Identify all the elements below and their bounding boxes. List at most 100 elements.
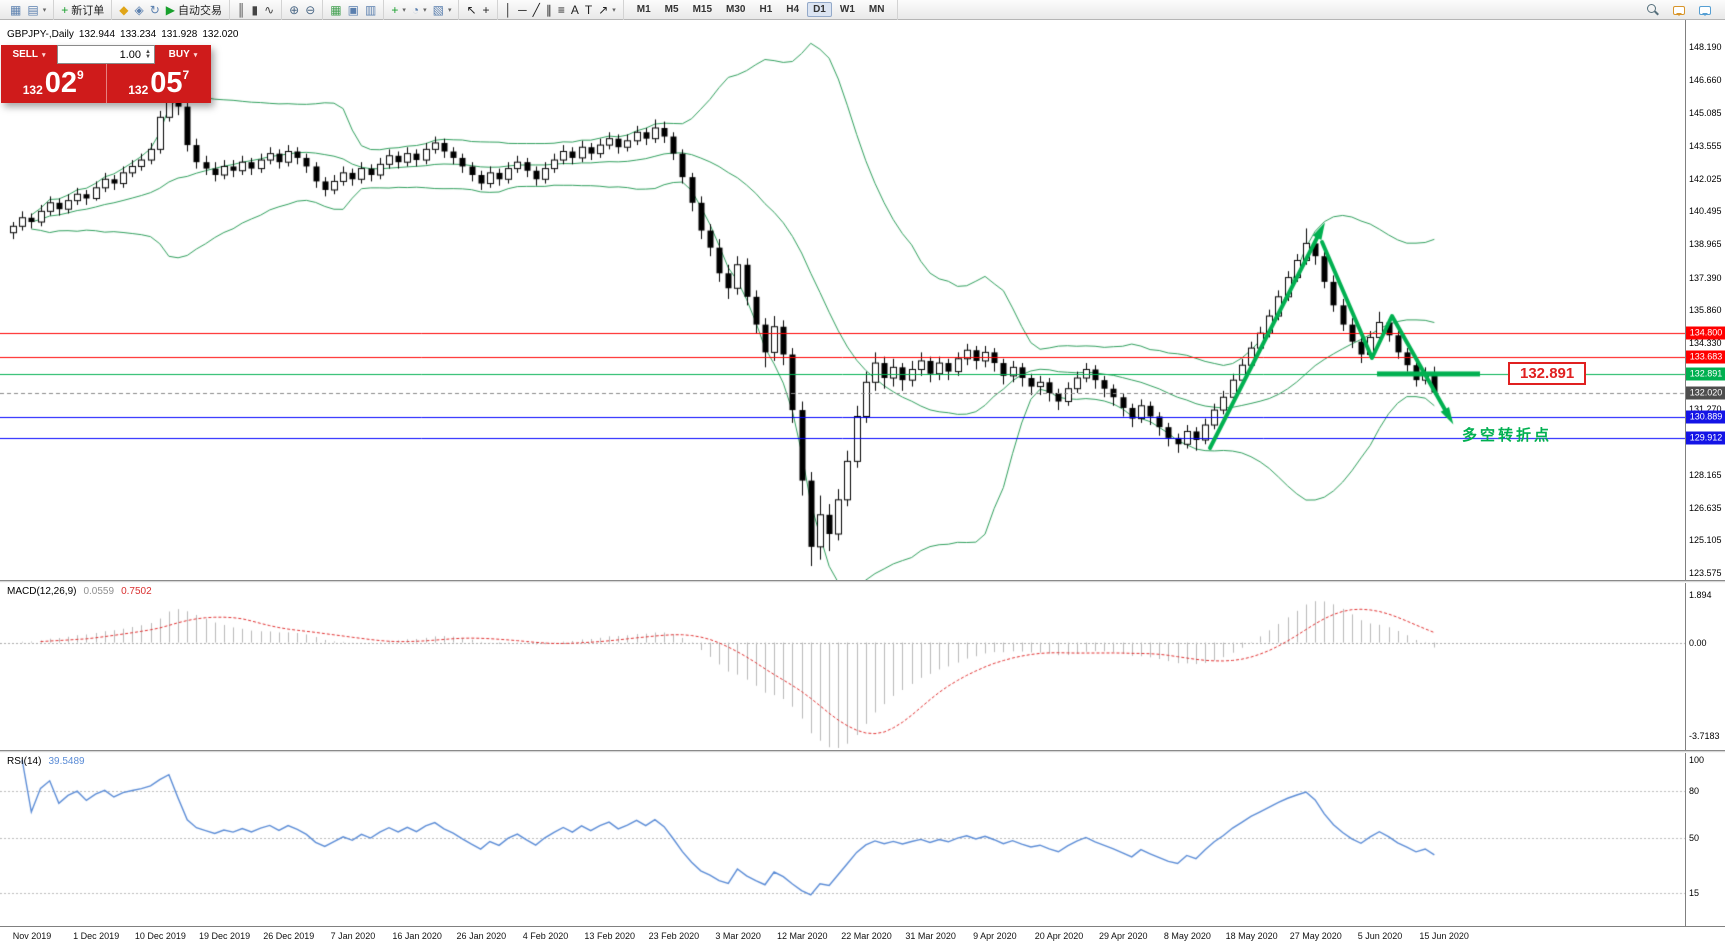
date-axis-label: 27 May 2020: [1289, 931, 1342, 941]
refresh-button[interactable]: ↻: [147, 1, 163, 19]
main-toolbar: ▦ ▤ ▾ + 新订单 ◆ ◈ ↻ ▶ 自动交易 ║ ▮ ∿ ⊕ ⊖ ▦ ▣ ▥ + ▾ ◔ ▾ ▧ ▾ ↖ + │ ─ ╱ ∥ ≡ A T ↗ ▾…: [0, 0, 1725, 20]
chart-profiles-icon: ▤: [27, 2, 39, 17]
zoom-out-button[interactable]: ⊖: [302, 1, 318, 19]
ohlc-close: 132.020: [202, 29, 239, 40]
channel-tool-button[interactable]: ∥: [543, 1, 555, 19]
arrows-tool-button[interactable]: ↗ ▾: [595, 1, 619, 19]
timeframe-d1-button[interactable]: D1: [807, 2, 832, 17]
timeframe-mn-button[interactable]: MN: [868, 4, 885, 15]
strategy-tester-icon: ▥: [364, 2, 377, 17]
volume-input[interactable]: 1.00 ▲ ▼: [57, 45, 155, 64]
one-click-trading-panel: SELL ▾ 1.00 ▲ ▼ BUY ▾ 132 02 9: [1, 45, 211, 103]
chat-button[interactable]: [1670, 1, 1688, 19]
macd-pane: MACD(12,26,9) 0.0559 0.7502: [0, 583, 1685, 750]
price-axis[interactable]: 148.190 146.660 145.085 143.555 142.025 140.4…: [1685, 20, 1725, 926]
timeframe-h4-button[interactable]: H4: [786, 4, 800, 15]
timeframe-m30-button[interactable]: M30: [726, 4, 746, 15]
price-badge: 130.889: [1686, 410, 1725, 424]
symbol-ohlc-line: GBPJPY-,Daily 132.944 133.234 131.928 132.02…: [7, 29, 244, 40]
date-axis-label: 3 Mar 2020: [715, 931, 761, 941]
data-window-button[interactable]: ◈: [131, 1, 146, 19]
axis-label: 50: [1689, 833, 1700, 843]
chart-candles-button[interactable]: ▮: [249, 1, 262, 19]
main-chart-pane: GBPJPY-,Daily 132.944 133.234 131.928 132.02…: [0, 20, 1685, 580]
axis-label: 140.495: [1689, 206, 1722, 217]
sell-price[interactable]: 132 02 9: [1, 64, 106, 103]
auto-arrange-button[interactable]: ▣: [345, 1, 362, 19]
templates-button[interactable]: ▧ ▾: [430, 1, 455, 19]
rsi-canvas[interactable]: [0, 753, 1685, 926]
pane-splitter[interactable]: [0, 580, 1725, 583]
chevron-down-icon: ▾: [193, 51, 198, 59]
vertical-line-tool-icon: │: [504, 2, 513, 17]
pane-splitter[interactable]: [0, 750, 1725, 753]
axis-label: -3.7183: [1689, 731, 1720, 742]
price-callout-label[interactable]: 132.891: [1508, 362, 1587, 385]
timeframe-h1-button[interactable]: H1: [759, 4, 773, 15]
chevron-down-icon: ▾: [402, 6, 406, 14]
trade-panel-header: SELL ▾ 1.00 ▲ ▼ BUY ▾: [1, 45, 211, 64]
chart-window-button[interactable]: ▦: [7, 1, 24, 19]
chart-profiles-button[interactable]: ▤ ▾: [24, 1, 49, 19]
horizontal-line-tool-button[interactable]: ─: [515, 1, 530, 19]
tile-windows-button[interactable]: ▦: [327, 1, 344, 19]
date-axis-label: 13 Feb 2020: [584, 931, 635, 941]
turning-point-label[interactable]: 多空转折点: [1462, 427, 1553, 444]
sell-button[interactable]: SELL ▾: [1, 45, 57, 64]
date-axis-label: 9 Apr 2020: [973, 931, 1017, 941]
sell-label: SELL: [12, 49, 39, 60]
date-axis-label: 29 Apr 2020: [1098, 931, 1148, 941]
axis-label: 125.105: [1689, 535, 1722, 546]
axis-label: 148.190: [1689, 42, 1722, 52]
timeframe-m15-button[interactable]: M15: [692, 4, 713, 15]
buy-price[interactable]: 132 05 7: [105, 64, 211, 103]
fibonacci-tool-button[interactable]: ≡: [555, 1, 568, 19]
buy-price-big: 05: [150, 67, 183, 99]
chart-line-button[interactable]: ∿: [261, 1, 277, 19]
axis-label: 80: [1689, 786, 1700, 797]
search-button[interactable]: [1644, 1, 1662, 19]
buy-label: BUY: [168, 49, 190, 60]
tile-windows-icon: ▦: [330, 2, 342, 17]
timeframe-m5-button[interactable]: M5: [664, 4, 679, 15]
timeframe-m1-button[interactable]: M1: [636, 4, 651, 15]
date-axis[interactable]: Nov 2019 1 Dec 2019 10 Dec 2019 19 Dec 2019…: [0, 926, 1725, 945]
axis-label: 15: [1689, 887, 1700, 898]
cursor-tool-button[interactable]: ↖: [463, 1, 479, 19]
zoom-in-icon: ⊕: [289, 2, 300, 17]
periods-button[interactable]: ◔ ▾: [409, 1, 430, 19]
date-axis-label: 7 Jan 2020: [330, 931, 376, 941]
crosshair-tool-button[interactable]: +: [480, 1, 493, 19]
macd-canvas[interactable]: [0, 583, 1685, 750]
strategy-tester-button[interactable]: ▥: [362, 1, 379, 19]
chart-candles-icon: ▮: [251, 2, 259, 17]
new-order-button[interactable]: + 新订单: [58, 1, 107, 19]
periods-icon: ◔: [411, 2, 420, 17]
label-tool-button[interactable]: T: [582, 1, 595, 19]
trendline-tool-button[interactable]: ╱: [530, 1, 543, 19]
market-watch-button[interactable]: ◆: [116, 1, 131, 19]
timeframe-w1-button[interactable]: W1: [839, 4, 855, 15]
date-axis-label: 26 Jan 2020: [456, 931, 507, 941]
vertical-line-tool-button[interactable]: │: [502, 1, 516, 19]
volume-stepper[interactable]: ▲ ▼: [145, 48, 151, 60]
main-chart-canvas[interactable]: [0, 20, 1685, 580]
stepper-up-icon: ▲: [145, 48, 151, 55]
zoom-in-button[interactable]: ⊕: [286, 1, 302, 19]
indicators-add-icon: +: [391, 2, 399, 17]
buy-button[interactable]: BUY ▾: [155, 45, 211, 64]
auto-trading-button[interactable]: ▶ 自动交易: [163, 1, 225, 19]
community-button[interactable]: [1696, 1, 1714, 19]
auto-arrange-icon: ▣: [347, 2, 359, 17]
chart-bars-button[interactable]: ║: [234, 1, 249, 19]
toolbar-button-groups: ▦ ▤ ▾ + 新订单 ◆ ◈ ↻ ▶ 自动交易 ║ ▮ ∿ ⊕ ⊖ ▦ ▣ ▥ + ▾ ◔ ▾ ▧ ▾ ↖ + │ ─ ╱ ∥ ≡ A T ↗ ▾: [3, 0, 624, 20]
date-axis-label: 12 Mar 2020: [776, 931, 828, 941]
rsi-pane: RSI(14) 39.5489: [0, 753, 1685, 926]
rsi-value: 39.5489: [48, 756, 85, 767]
indicators-add-button[interactable]: + ▾: [388, 1, 409, 19]
text-tool-button[interactable]: A: [568, 1, 582, 19]
axis-label: 126.635: [1689, 502, 1722, 513]
ohlc-low: 131.928: [161, 29, 198, 40]
axis-label: 134.330: [1689, 338, 1722, 349]
label-tool-icon: T: [584, 2, 593, 17]
